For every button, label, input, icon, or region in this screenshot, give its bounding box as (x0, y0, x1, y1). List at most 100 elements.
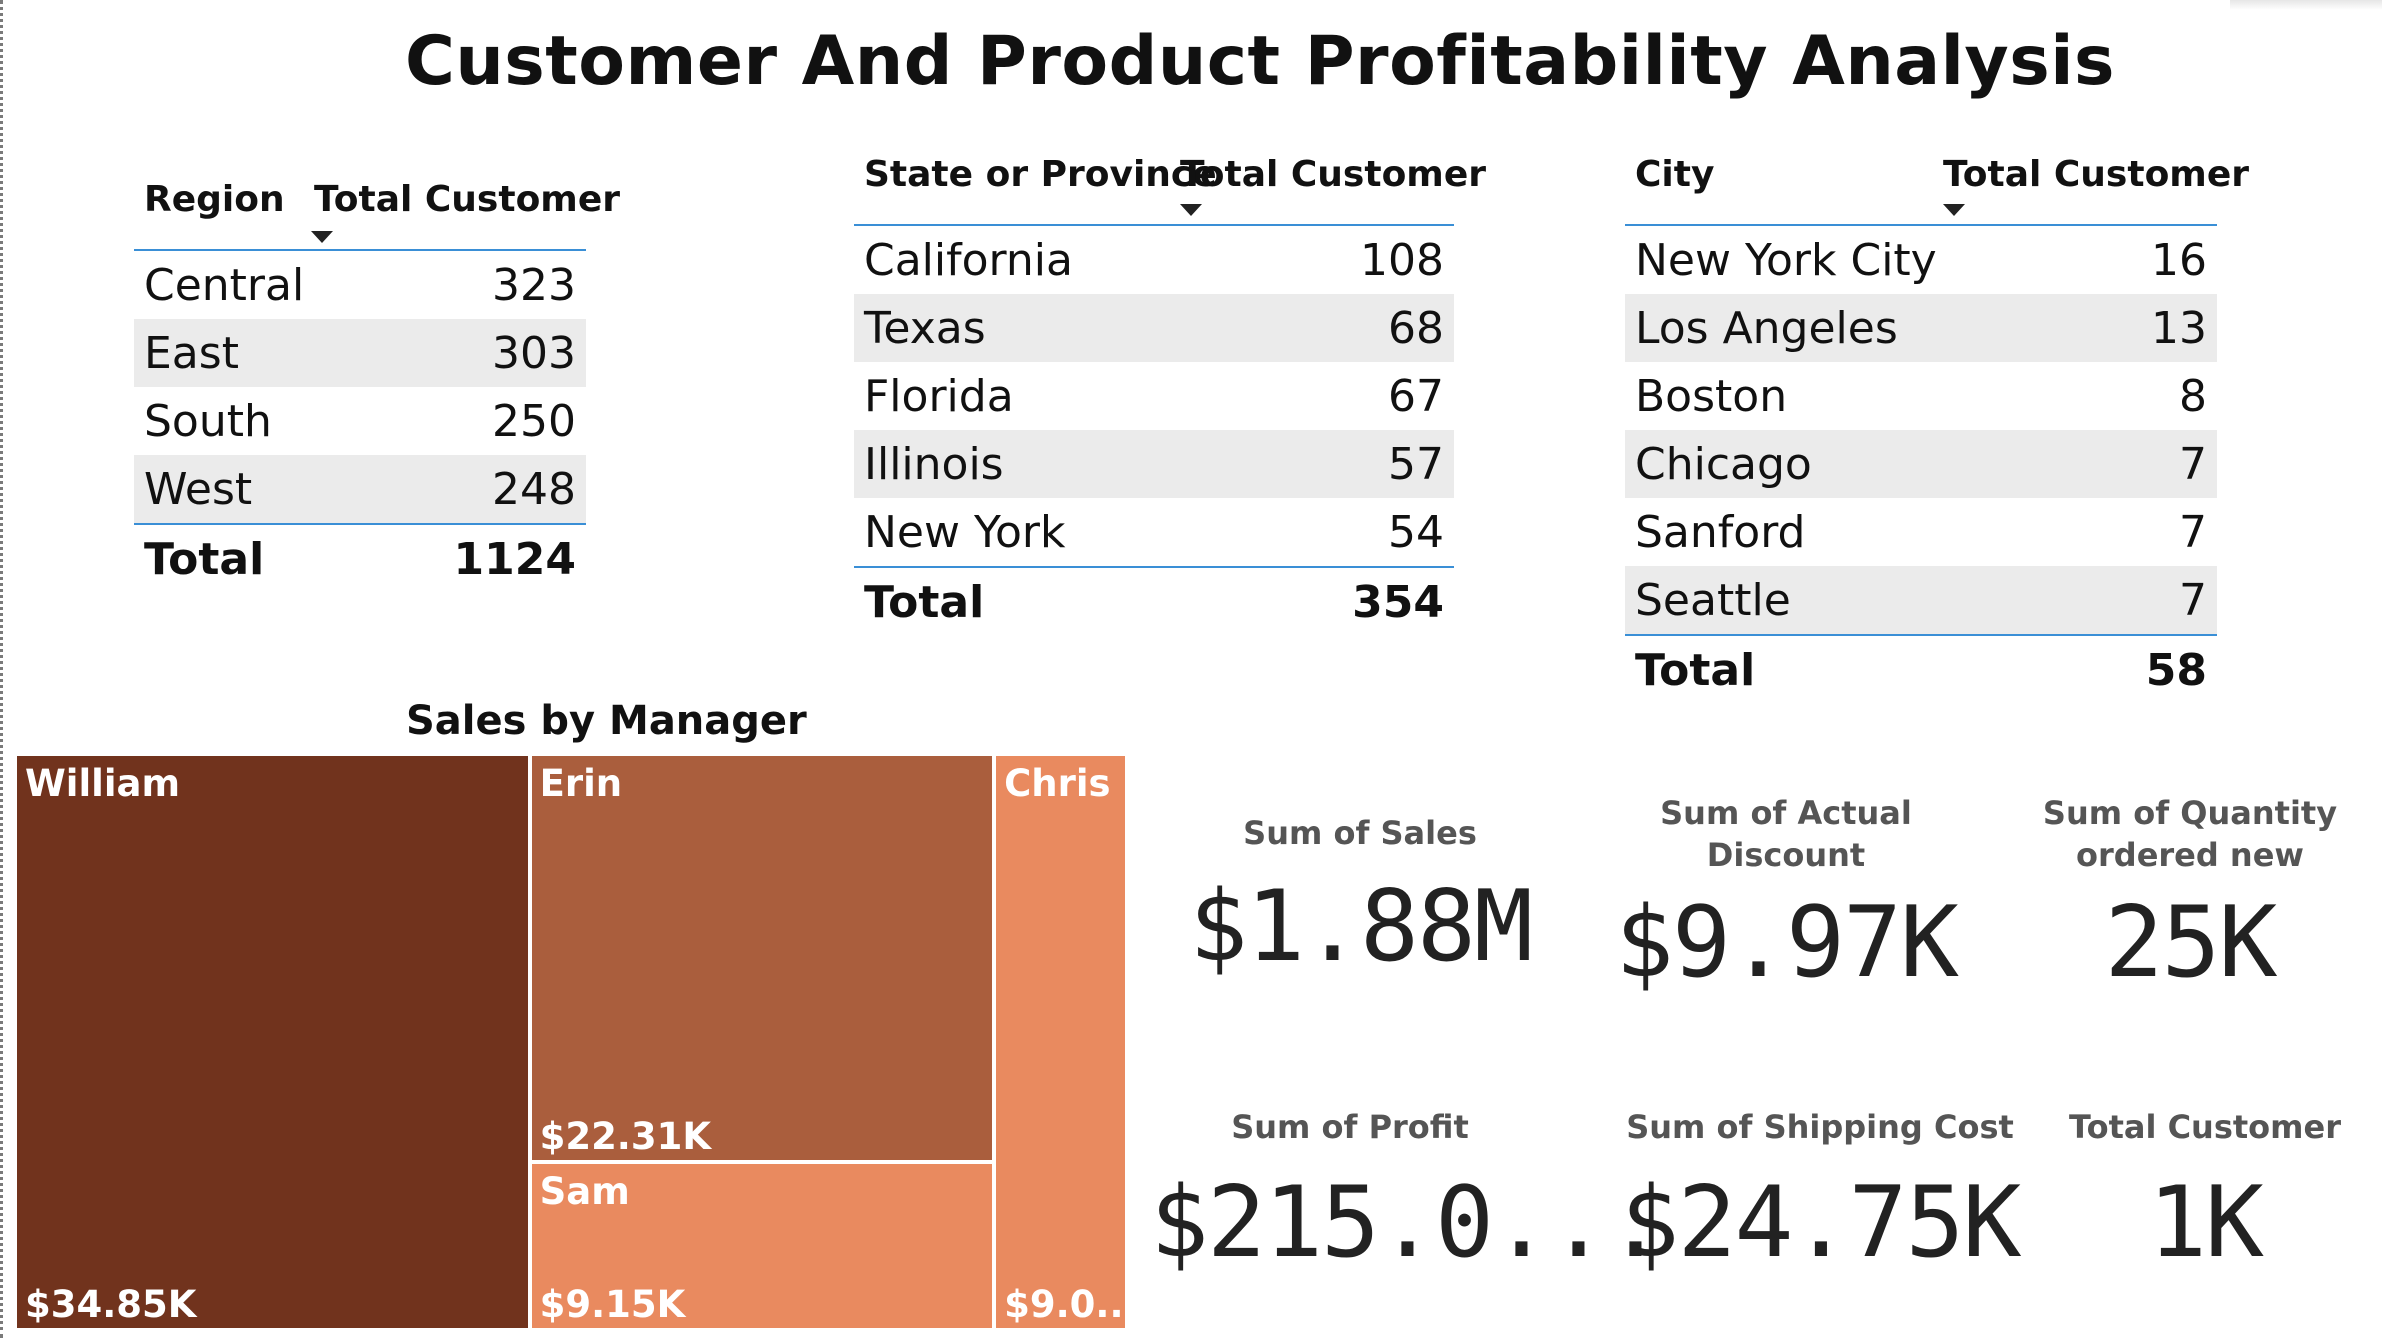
table-row[interactable]: Chicago 7 (1625, 430, 2217, 498)
row-total-customer: 8 (2179, 370, 2207, 422)
row-total-customer: 303 (492, 327, 576, 379)
table-row[interactable]: Sanford 7 (1625, 498, 2217, 566)
city-table[interactable]: City Total Customer New York City 16 Los… (1625, 150, 2249, 710)
card-label: Sum of Profit (1231, 1108, 1469, 1146)
row-total-customer: 323 (492, 259, 576, 311)
table-row[interactable]: East 303 (134, 319, 586, 387)
table-row[interactable]: Illinois 57 (854, 430, 1454, 498)
column-header-total-customer[interactable]: Total Customer (1943, 154, 2249, 195)
canvas-border (0, 0, 5, 1338)
header-divider (854, 224, 1454, 226)
treemap-value: $9.15K (539, 1282, 686, 1326)
total-label: Total (864, 576, 985, 628)
card-sum-of-actual-discount[interactable]: Sum of Actual Discount $9.97K (1586, 792, 1986, 1000)
card-value: 25K (2104, 886, 2277, 1000)
row-city: Seattle (1635, 574, 1791, 626)
total-divider (134, 523, 586, 525)
table-row[interactable]: California 108 (854, 226, 1454, 294)
table-row[interactable]: South 250 (134, 387, 586, 455)
card-label: Sum of Shipping Cost (1626, 1108, 2014, 1146)
row-total-customer: 248 (492, 463, 576, 515)
row-total-customer: 250 (492, 395, 576, 447)
treemap-value: $9.0... (1004, 1283, 1125, 1326)
row-city: Sanford (1635, 506, 1806, 558)
table-row[interactable]: New York City 16 (1625, 226, 2217, 294)
header-divider (1625, 224, 2217, 226)
total-value: 58 (2145, 644, 2207, 696)
column-header-total-customer[interactable]: Total Customer (314, 179, 620, 220)
card-total-customer[interactable]: Total Customer 1K (2020, 1106, 2382, 1280)
total-divider (1625, 634, 2217, 636)
table-row[interactable]: Florida 67 (854, 362, 1454, 430)
treemap-chris[interactable]: Chris $9.0... (996, 756, 1125, 1328)
total-label: Total (144, 533, 265, 585)
sales-by-manager-treemap[interactable]: William $34.85K Erin $22.31K Sam $9.15K Chris $… (17, 756, 1129, 1332)
card-sum-of-sales[interactable]: Sum of Sales $1.88M (1160, 812, 1560, 984)
row-total-customer: 67 (1388, 370, 1444, 422)
total-value: 354 (1352, 576, 1444, 628)
card-sum-of-profit[interactable]: Sum of Profit $215.0... (1150, 1106, 1665, 1280)
treemap-title: Sales by Manager (406, 698, 807, 744)
card-label-line1: Sum of Actual (1660, 794, 1912, 832)
row-total-customer: 7 (2179, 506, 2207, 558)
total-row: Total 354 (854, 568, 1454, 636)
table-row[interactable]: Central 323 (134, 251, 586, 319)
card-value: $9.97K (1614, 886, 1959, 1000)
treemap-william[interactable]: William $34.85K (17, 756, 528, 1328)
card-label-line2: Discount (1706, 836, 1866, 874)
card-sum-of-quantity[interactable]: Sum of Quantity ordered new 25K (2000, 792, 2380, 1000)
row-region: West (144, 463, 253, 515)
header-divider (134, 249, 586, 251)
visual-header-shadow (2230, 0, 2382, 10)
card-label-line2: ordered new (2076, 836, 2304, 874)
total-row: Total 1124 (134, 525, 586, 593)
table-row[interactable]: West 248 (134, 455, 586, 523)
row-total-customer: 16 (2151, 234, 2207, 286)
row-total-customer: 13 (2151, 302, 2207, 354)
row-total-customer: 68 (1388, 302, 1444, 354)
row-state: Texas (864, 302, 986, 354)
row-city: Los Angeles (1635, 302, 1898, 354)
table-row[interactable]: New York 54 (854, 498, 1454, 566)
card-value: 1K (2147, 1166, 2264, 1280)
row-total-customer: 7 (2179, 438, 2207, 490)
card-sum-of-shipping-cost[interactable]: Sum of Shipping Cost $24.75K (1620, 1106, 2021, 1280)
row-city: Chicago (1635, 438, 1812, 490)
column-header-city[interactable]: City (1635, 154, 1715, 195)
treemap-erin[interactable]: Erin $22.31K (531, 756, 993, 1161)
row-region: East (144, 327, 239, 379)
sort-descending-icon[interactable] (1180, 204, 1202, 216)
row-total-customer: 57 (1388, 438, 1444, 490)
sort-descending-icon[interactable] (311, 231, 333, 243)
treemap-label: Chris (1004, 762, 1111, 805)
card-label-line1: Sum of Quantity (2042, 794, 2338, 832)
region-table[interactable]: Region Total Customer Central 323 East 3… (134, 175, 620, 605)
treemap-value: $34.85K (25, 1283, 197, 1326)
treemap-sam[interactable]: Sam $9.15K (531, 1164, 993, 1328)
card-label: Total Customer (2069, 1108, 2341, 1146)
treemap-label: William (25, 762, 181, 805)
row-total-customer: 54 (1388, 506, 1444, 558)
treemap-label: Erin (539, 762, 623, 805)
card-label: Sum of Sales (1243, 814, 1477, 852)
row-total-customer: 108 (1360, 234, 1444, 286)
row-city: Boston (1635, 370, 1788, 422)
row-total-customer: 7 (2179, 574, 2207, 626)
report-title: Customer And Product Profitability Analy… (404, 22, 2116, 101)
column-header-total-customer[interactable]: Total Customer (1180, 154, 1486, 195)
total-value: 1124 (453, 533, 576, 585)
table-row[interactable]: Seattle 7 (1625, 566, 2217, 634)
row-state: New York (864, 506, 1066, 558)
table-row[interactable]: Texas 68 (854, 294, 1454, 362)
column-header-region[interactable]: Region (144, 179, 285, 220)
treemap-value: $22.31K (539, 1115, 712, 1159)
total-divider (854, 566, 1454, 568)
sort-descending-icon[interactable] (1943, 204, 1965, 216)
table-row[interactable]: Los Angeles 13 (1625, 294, 2217, 362)
card-value: $24.75K (1620, 1166, 2021, 1280)
row-state: Illinois (864, 438, 1004, 490)
table-row[interactable]: Boston 8 (1625, 362, 2217, 430)
state-table[interactable]: State or Province Total Customer Califor… (854, 150, 1486, 640)
treemap-label: Sam (539, 1170, 630, 1214)
column-header-state[interactable]: State or Province (864, 154, 1217, 195)
